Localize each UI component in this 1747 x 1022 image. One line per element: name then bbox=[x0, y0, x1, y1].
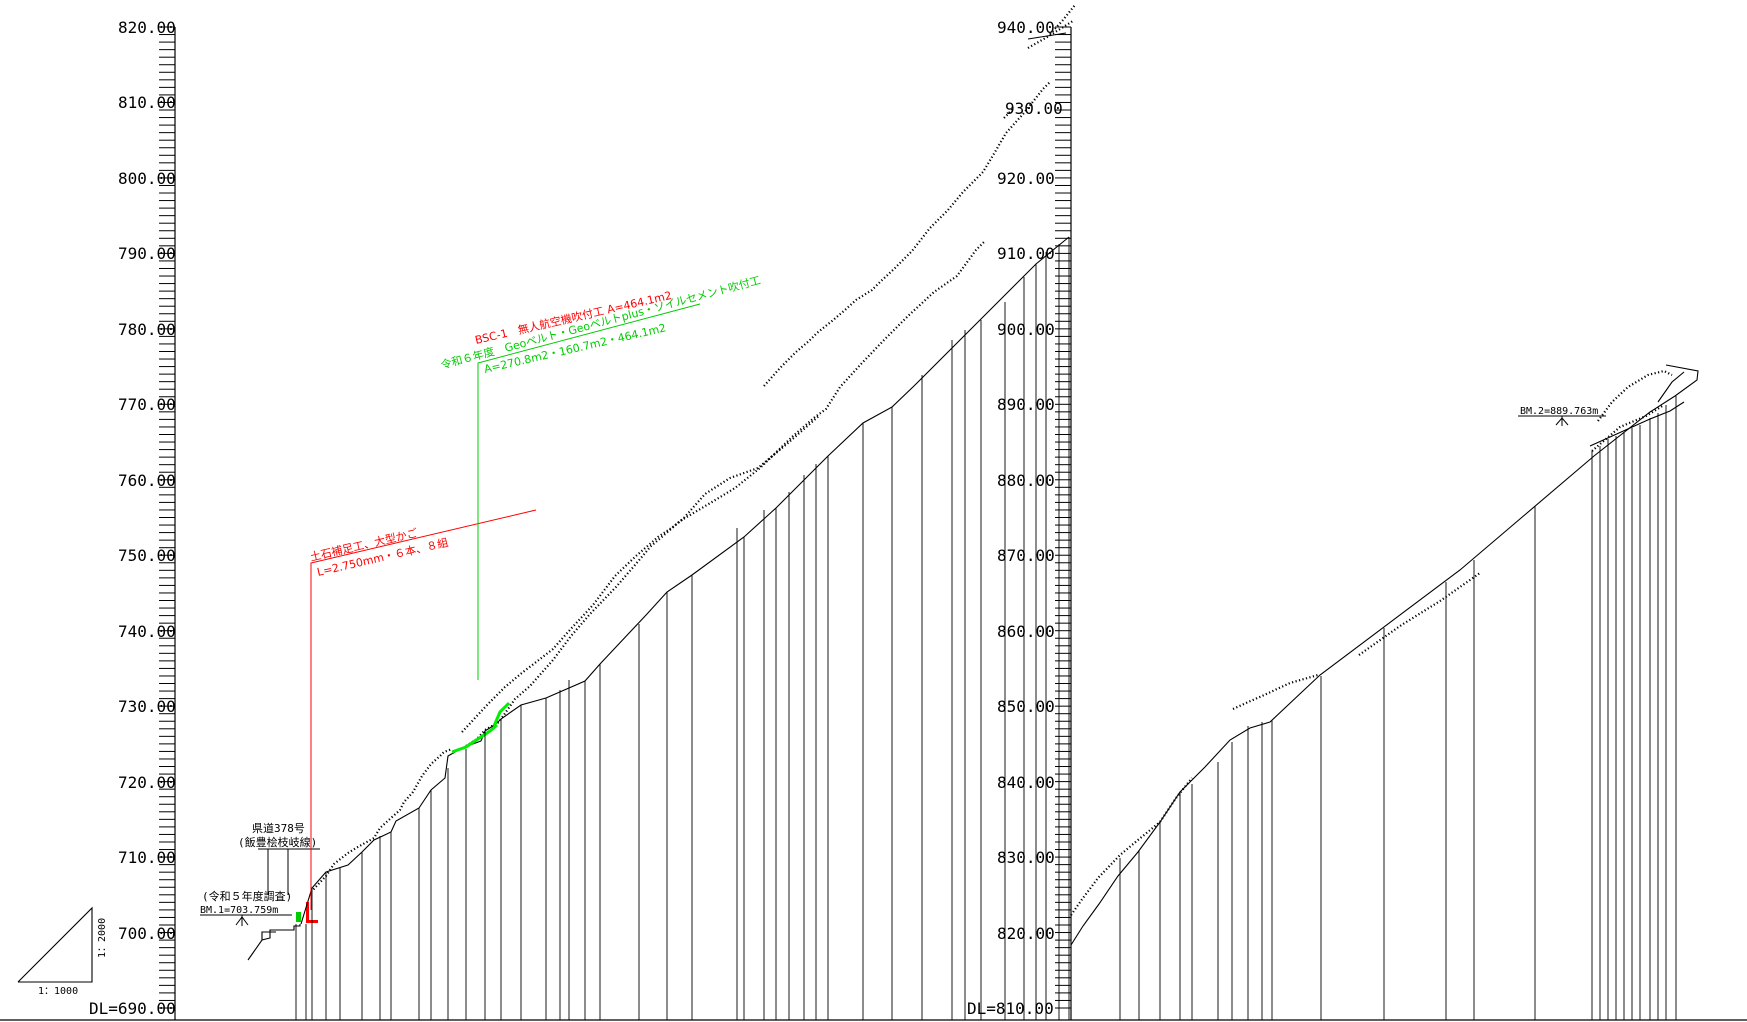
left-elev-label: 730.00 bbox=[118, 697, 176, 716]
left-ground-profile bbox=[295, 81, 1070, 1020]
right-axis-ticks bbox=[1055, 26, 1071, 1009]
right-elev-label: 930.00 bbox=[1005, 99, 1063, 118]
right-elev-label: 940.00 bbox=[997, 18, 1055, 37]
left-elev-label: 740.00 bbox=[118, 622, 176, 641]
right-ground-profile bbox=[1003, 4, 1699, 1020]
left-elev-label: 700.00 bbox=[118, 924, 176, 943]
left-elev-label: 780.00 bbox=[118, 320, 176, 339]
right-elev-label: 890.00 bbox=[997, 395, 1055, 414]
right-elev-label: 900.00 bbox=[997, 320, 1055, 339]
left-elev-label: 720.00 bbox=[118, 773, 176, 792]
left-elev-label: 770.00 bbox=[118, 395, 176, 414]
left-elev-label: 810.00 bbox=[118, 93, 176, 112]
right-elev-label: 830.00 bbox=[997, 848, 1055, 867]
bm2-label: BM.2=889.763m bbox=[1520, 406, 1598, 417]
right-elev-label: 850.00 bbox=[997, 697, 1055, 716]
survey-year-label: (令和５年度調査) bbox=[202, 889, 292, 903]
left-elev-label: 710.00 bbox=[118, 848, 176, 867]
vertical-scale-label: 1：2000 bbox=[97, 918, 108, 958]
left-elev-label: 790.00 bbox=[118, 244, 176, 263]
right-elev-label: 820.00 bbox=[997, 924, 1055, 943]
spray-annotation: BSC-1 無人航空機吹付工 A=464.1m2 令和６年度 Geoベルト・Ge… bbox=[439, 273, 762, 680]
left-elev-label: 820.00 bbox=[118, 18, 176, 37]
left-elev-label: 760.00 bbox=[118, 471, 176, 490]
left-datum-label: DL=690.00 bbox=[89, 999, 176, 1018]
left-axis-ticks bbox=[159, 26, 175, 1009]
road-name-label: 県道378号 bbox=[252, 821, 305, 835]
left-elev-label: 800.00 bbox=[118, 169, 176, 188]
road-subname-label: (飯豊桧枝岐線) bbox=[238, 835, 317, 849]
horizontal-scale-label: 1：1000 bbox=[38, 986, 78, 997]
bm1-label: BM.1=703.759m bbox=[200, 905, 278, 916]
right-elev-label: 860.00 bbox=[997, 622, 1055, 641]
right-elev-label: 910.00 bbox=[997, 244, 1055, 263]
right-datum-label: DL=810.00 bbox=[967, 999, 1054, 1018]
right-elev-label: 870.00 bbox=[997, 546, 1055, 565]
right-elev-label: 880.00 bbox=[997, 471, 1055, 490]
scale-triangle: 1：2000 1：1000 bbox=[17, 906, 108, 997]
road-annotation: 県道378号 (飯豊桧枝岐線) (令和５年度調査) BM.1=703.759m bbox=[200, 821, 320, 961]
spray-green-label-1: 令和６年度 Geoベルト・Geoベルトplus・ソイルセメント吹付工 bbox=[439, 273, 762, 372]
right-elev-label: 840.00 bbox=[997, 773, 1055, 792]
bm2-annotation: BM.2=889.763m bbox=[1518, 406, 1606, 426]
right-elev-label: 920.00 bbox=[997, 169, 1055, 188]
left-elev-label: 750.00 bbox=[118, 546, 176, 565]
